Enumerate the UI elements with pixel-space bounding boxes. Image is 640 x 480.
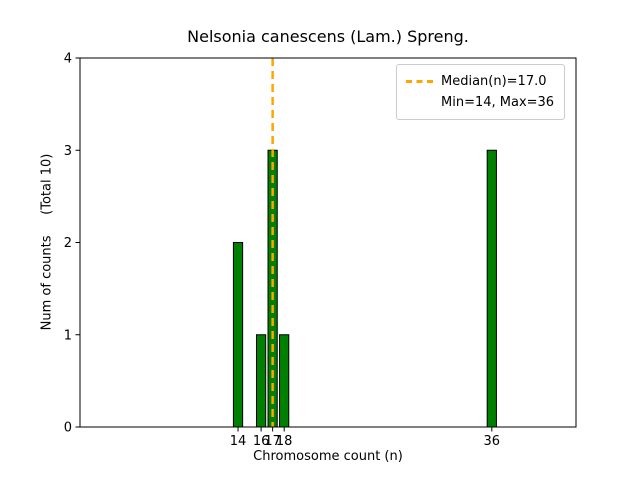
x-tick-label: 36 [484,434,501,449]
legend-entry-median: Median(n)=17.0 [406,71,554,92]
y-tick-label: 4 [64,52,72,67]
x-tick-label: 17 [264,434,281,449]
median-line-swatch-icon [406,80,433,83]
legend: Median(n)=17.0 Min=14, Max=36 [396,64,566,120]
x-tick-label: 14 [230,434,247,449]
x-axis-label: Chromosome count (n) [253,449,403,464]
legend-entry-minmax: Min=14, Max=36 [406,92,554,113]
y-axis-label: Num of counts (Total 10) [39,153,55,331]
legend-minmax-label: Min=14, Max=36 [441,95,555,110]
y-tick-label: 2 [64,236,72,251]
legend-median-label: Median(n)=17.0 [441,74,547,89]
bar-n18 [279,334,290,428]
y-tick-label: 3 [64,144,72,159]
y-tick-label: 0 [64,421,72,436]
chart-title: Nelsonia canescens (Lam.) Spreng. [187,27,469,46]
bar-n16 [255,334,267,428]
bar-n14 [232,242,244,428]
x-tick-label: 18 [276,434,293,449]
bar-n36 [486,149,497,428]
y-tick-label: 1 [64,328,72,343]
legend-spacer [406,101,433,104]
x-tick-label: 16 [253,434,270,449]
